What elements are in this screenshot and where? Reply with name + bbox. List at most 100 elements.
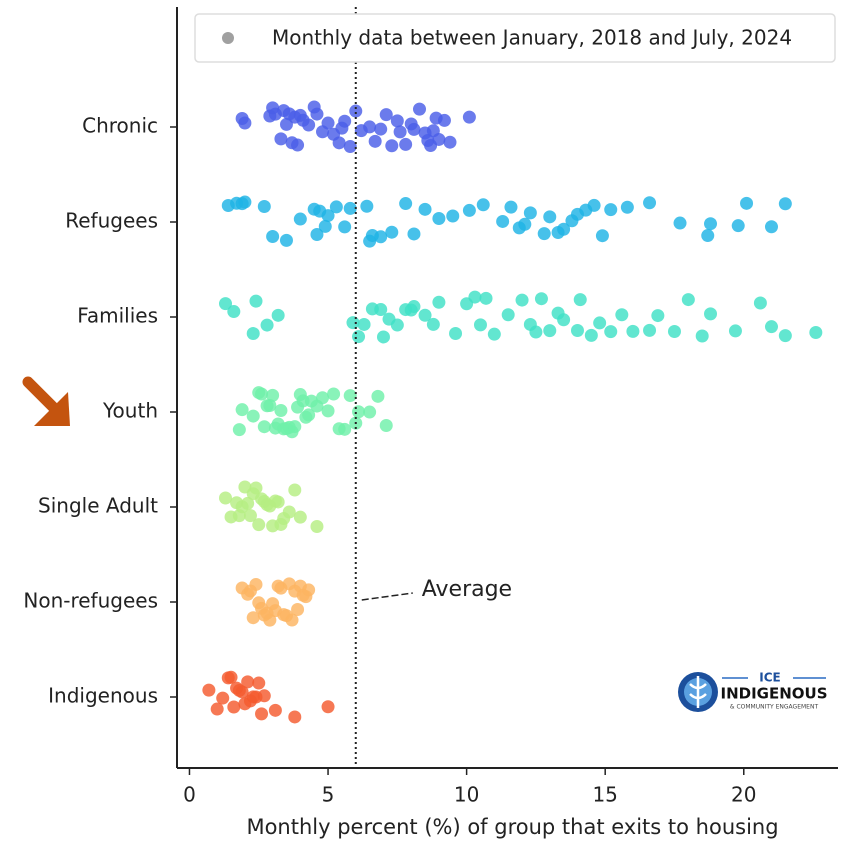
point xyxy=(496,214,510,228)
point xyxy=(529,325,543,339)
point xyxy=(379,418,393,432)
point xyxy=(363,405,377,419)
point xyxy=(390,318,404,332)
point xyxy=(557,222,571,236)
point xyxy=(255,387,269,401)
x-axis-label: Monthly percent (%) of group that exits … xyxy=(246,815,778,839)
point xyxy=(338,114,352,128)
average-pointer xyxy=(361,592,413,601)
point xyxy=(202,683,216,697)
point xyxy=(288,710,302,724)
point xyxy=(249,577,263,591)
point xyxy=(432,132,446,146)
point xyxy=(282,505,296,519)
point xyxy=(432,295,446,309)
y-tick-label: Non-refugees xyxy=(23,589,158,613)
point xyxy=(368,134,382,148)
point xyxy=(293,510,307,524)
point xyxy=(390,114,404,128)
point xyxy=(238,116,252,130)
point xyxy=(363,120,377,134)
point xyxy=(809,325,823,339)
point xyxy=(316,391,330,405)
point xyxy=(667,324,681,338)
plot: Chronic Refugees Families Youth Single Adult… xyxy=(23,7,838,839)
point xyxy=(587,198,601,212)
x-tick-label: 20 xyxy=(731,783,756,807)
point xyxy=(449,327,463,341)
point xyxy=(321,116,335,130)
point xyxy=(257,420,271,434)
point xyxy=(310,520,324,534)
point xyxy=(518,217,532,231)
point xyxy=(476,198,490,212)
point xyxy=(310,228,324,242)
point xyxy=(643,196,657,210)
point xyxy=(543,210,557,224)
point xyxy=(468,290,482,304)
point xyxy=(346,316,360,330)
point xyxy=(327,387,341,401)
point xyxy=(249,481,263,495)
y-tick-label: Chronic xyxy=(82,114,158,138)
point xyxy=(418,308,432,322)
point xyxy=(246,327,260,341)
point xyxy=(695,329,709,343)
logo-top: ICE xyxy=(759,671,780,685)
point xyxy=(227,305,241,319)
point xyxy=(595,229,609,243)
point xyxy=(246,611,260,625)
y-tick-label: Refugees xyxy=(65,209,158,233)
point xyxy=(302,583,316,597)
point xyxy=(593,316,607,330)
logo: ICE INDIGENOUS & COMMUNITY ENGAGEMENT xyxy=(678,671,828,712)
point xyxy=(291,138,305,152)
point xyxy=(302,408,316,422)
point xyxy=(293,212,307,226)
point xyxy=(604,325,618,339)
point xyxy=(219,297,233,311)
point xyxy=(271,308,285,322)
point xyxy=(263,399,277,413)
point xyxy=(543,324,557,338)
point xyxy=(310,107,324,121)
point xyxy=(604,203,618,217)
point xyxy=(432,212,446,226)
point xyxy=(487,327,501,341)
point xyxy=(227,700,241,714)
point xyxy=(241,675,255,689)
point xyxy=(413,102,427,116)
point xyxy=(279,233,293,247)
point xyxy=(246,409,260,423)
y-tick-label: Indigenous xyxy=(48,684,158,708)
point xyxy=(321,700,335,714)
x-tick-label: 5 xyxy=(322,783,335,807)
point xyxy=(704,307,718,321)
point xyxy=(235,685,249,699)
point xyxy=(443,135,457,149)
point xyxy=(271,495,285,509)
point xyxy=(479,291,493,305)
point xyxy=(534,292,548,306)
point xyxy=(446,209,460,223)
point xyxy=(681,293,695,307)
point xyxy=(274,132,288,146)
point xyxy=(778,197,792,211)
point xyxy=(426,317,440,331)
logo-name: INDIGENOUS xyxy=(720,685,827,703)
point xyxy=(343,389,357,403)
point xyxy=(407,300,421,314)
point xyxy=(352,405,366,419)
point xyxy=(374,302,388,316)
point xyxy=(374,230,388,244)
point xyxy=(329,200,343,214)
point xyxy=(266,388,280,402)
point xyxy=(437,113,451,127)
point xyxy=(238,195,252,209)
point xyxy=(360,199,374,213)
point xyxy=(704,217,718,231)
y-tick-label: Single Adult xyxy=(38,494,158,518)
point xyxy=(349,104,363,118)
point xyxy=(249,294,263,308)
